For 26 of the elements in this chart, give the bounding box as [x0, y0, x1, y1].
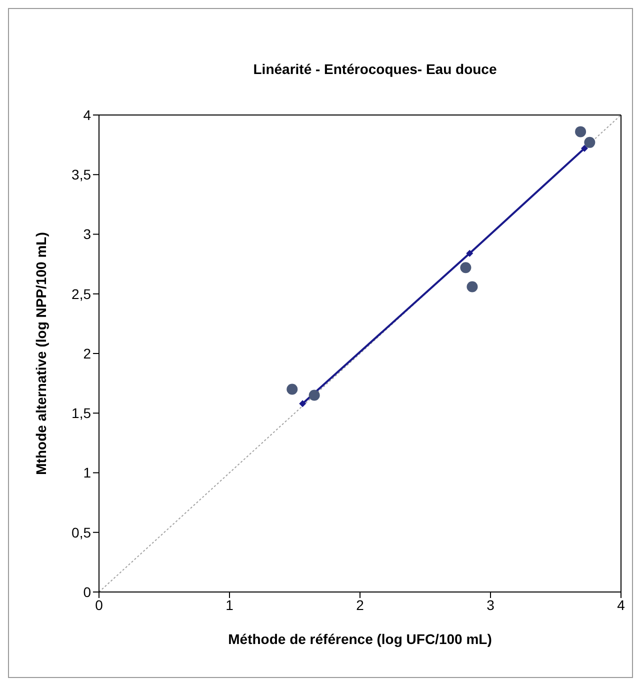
y-axis-title: Mthode alternative (log NPP/100 mL) — [32, 232, 49, 475]
point — [460, 262, 472, 274]
y-tick-label: 2,5 — [72, 286, 92, 302]
x-tick-label: 4 — [617, 596, 626, 613]
y-tick-label: 0 — [83, 584, 92, 600]
point — [575, 126, 586, 138]
point — [466, 250, 474, 257]
point — [308, 390, 320, 401]
point — [584, 136, 596, 148]
y-tick-label: 3 — [83, 226, 92, 242]
y-tick-label: 3,5 — [72, 166, 92, 183]
x-tick-label: 0 — [95, 596, 104, 613]
chart-title: Linéarité - Entérocoques- Eau douce — [252, 61, 498, 77]
y-tick-label: 1 — [83, 464, 92, 481]
y-tick-label: 1,5 — [72, 405, 92, 422]
y-tick-label: 4 — [83, 106, 92, 123]
x-tick-label: 3 — [486, 596, 495, 613]
y-tick-label: 2 — [83, 345, 92, 362]
x-tick-label: 1 — [226, 596, 234, 613]
point — [580, 144, 588, 152]
point — [286, 384, 298, 395]
x-axis-title: Méthode de référence (log UFC/100 mL) — [228, 631, 492, 647]
point — [299, 400, 306, 408]
y-tick-label: 0,5 — [72, 524, 92, 540]
point — [466, 281, 478, 292]
x-tick-label: 2 — [356, 596, 364, 613]
